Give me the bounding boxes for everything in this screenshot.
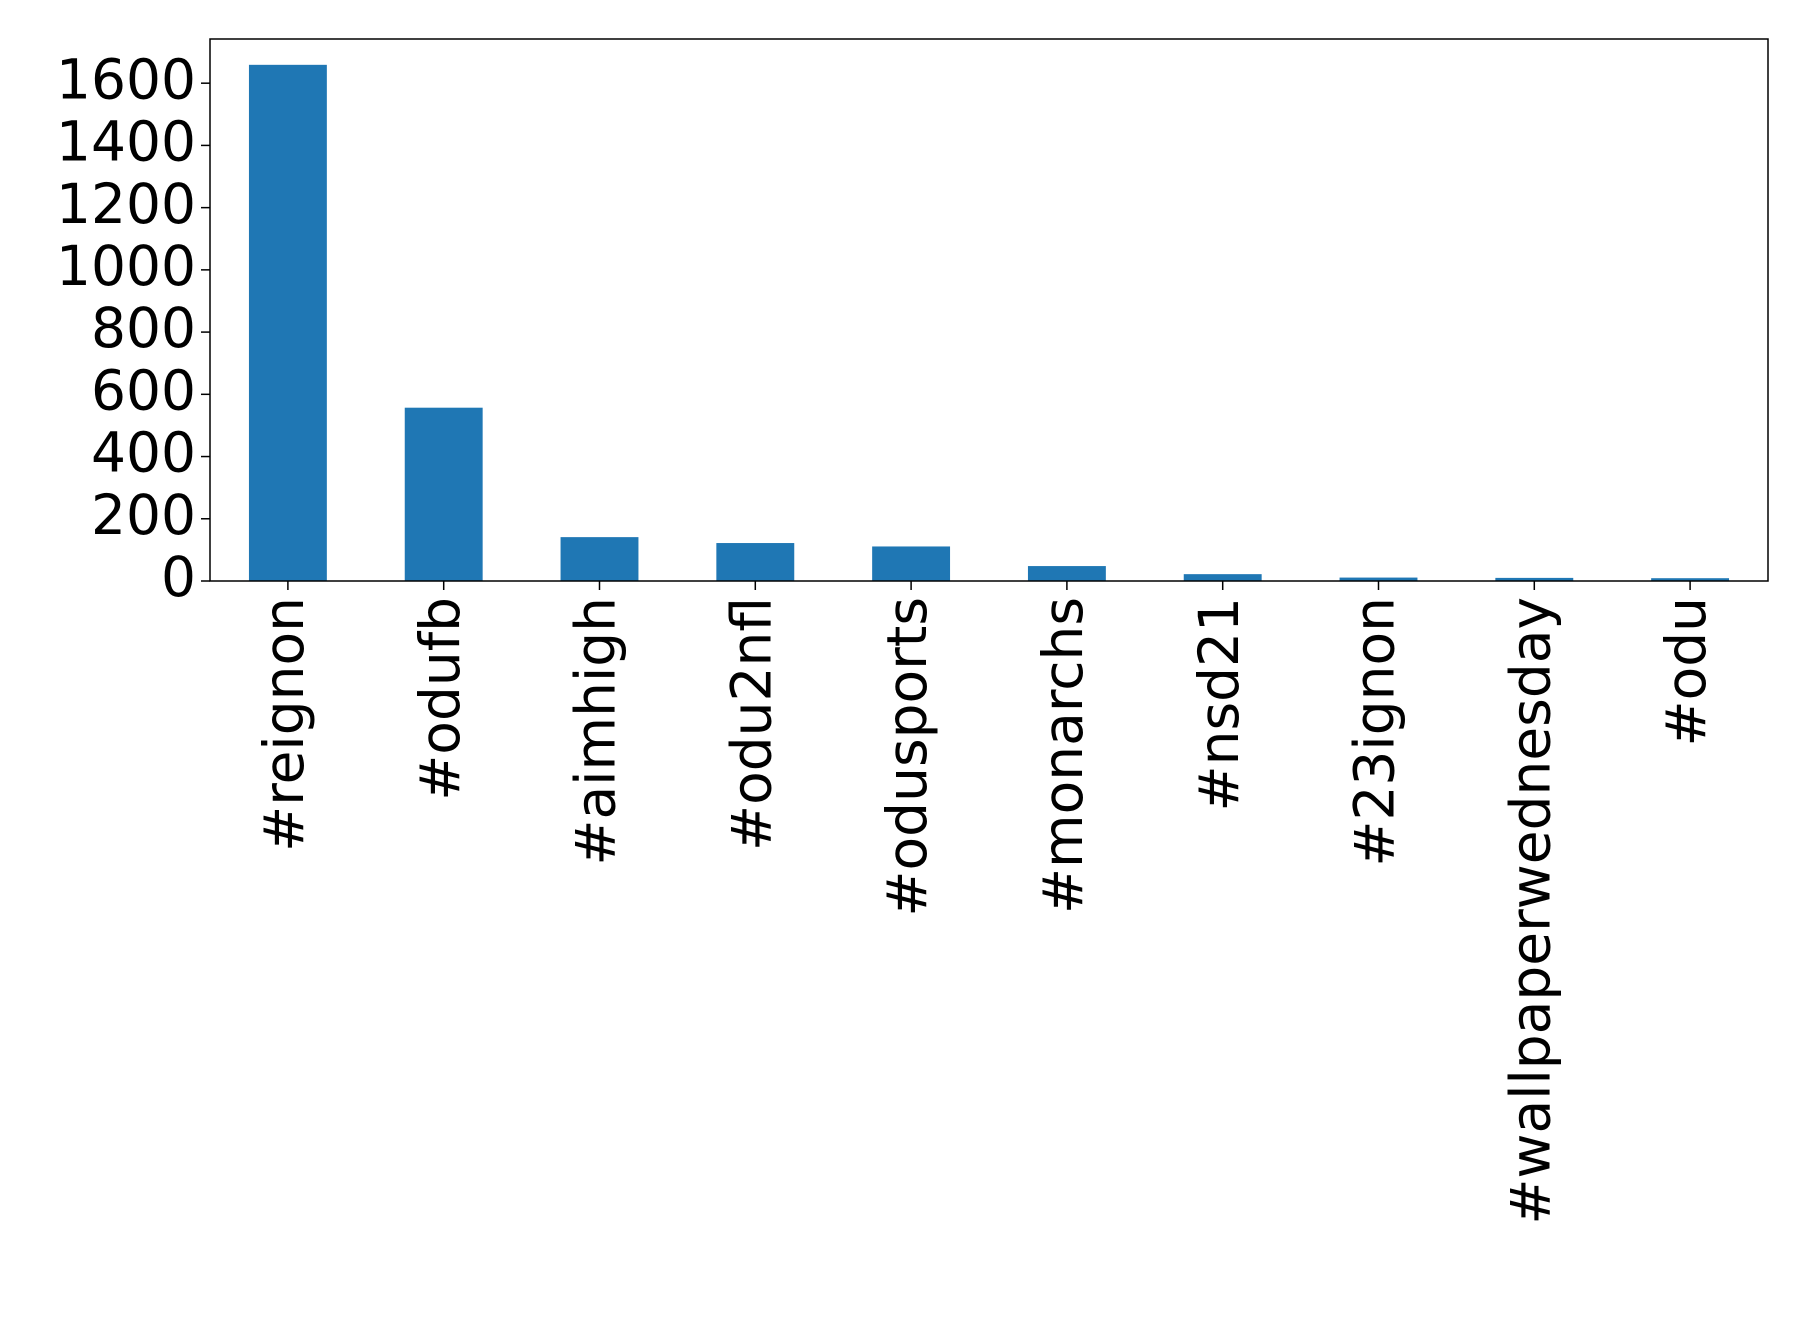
y-tick-label: 1200 [56, 172, 196, 236]
x-tick-label: #reignon [252, 597, 316, 852]
x-tick-label: #aimhigh [564, 597, 628, 866]
y-tick-label: 1600 [56, 47, 196, 111]
x-tick-label: #odusports [875, 597, 939, 917]
y-tick-label: 1000 [56, 234, 196, 298]
bar [872, 546, 951, 581]
x-tick-label: #wallpaperwednesday [1498, 597, 1562, 1225]
bar [1495, 577, 1574, 581]
y-tick-label: 600 [91, 358, 196, 422]
x-tick-label: #odu [1654, 597, 1718, 747]
y-tick-label: 1400 [56, 110, 196, 174]
y-tick-label: 200 [91, 483, 196, 547]
y-tick-label: 400 [91, 421, 196, 485]
bar [1027, 566, 1106, 581]
bar [1183, 574, 1262, 581]
bar [1339, 577, 1418, 581]
y-tick-label: 800 [91, 296, 196, 360]
bar [404, 407, 483, 581]
bar [1651, 578, 1730, 581]
plot-frame [209, 38, 1769, 582]
x-tick-label: #monarchs [1031, 597, 1095, 914]
y-tick-label: 0 [161, 545, 196, 609]
x-tick-label: #odufb [408, 597, 472, 801]
bar [248, 64, 327, 581]
x-tick-label: #nsd21 [1187, 597, 1251, 812]
bar [716, 543, 795, 581]
x-tick-label: #23ignon [1343, 597, 1407, 867]
bar [560, 537, 639, 581]
x-tick-label: #odu2nfl [719, 597, 783, 851]
